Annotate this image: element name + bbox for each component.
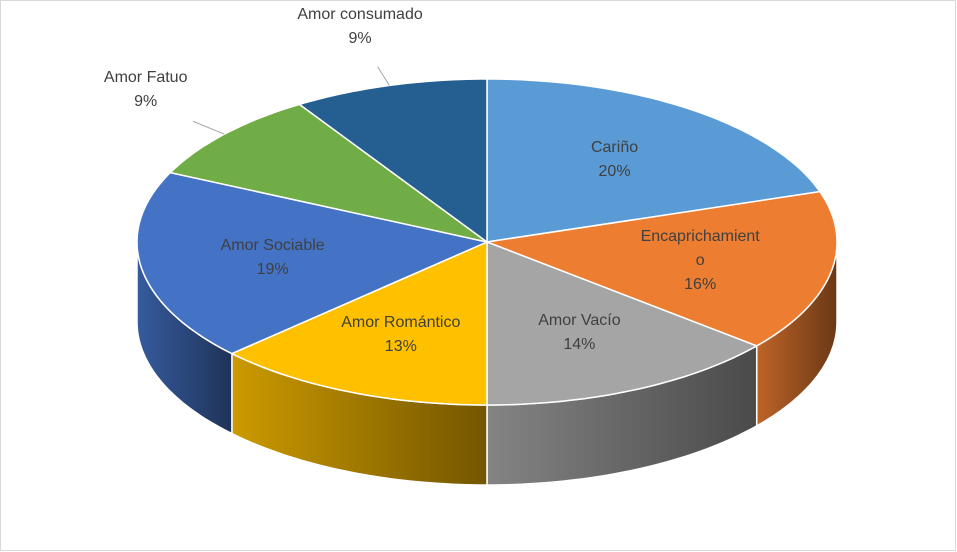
category-label: Encaprichamiento xyxy=(640,227,760,269)
percent-label: 14% xyxy=(563,336,596,354)
pie-slice xyxy=(484,190,838,347)
percent-label: 13% xyxy=(384,337,417,355)
data-label: Cariño 20% xyxy=(591,136,638,184)
percent-label: 9% xyxy=(134,92,158,110)
pie-slice xyxy=(486,78,822,243)
category-label: Cariño xyxy=(590,139,639,157)
pie-slice xyxy=(230,240,488,406)
data-label: Amor Fatuo 9% xyxy=(104,66,188,114)
data-label: Amor consumado 9% xyxy=(297,3,422,51)
pie-slice xyxy=(486,240,759,406)
category-label: Amor Fatuo xyxy=(103,68,188,86)
percent-label: 9% xyxy=(348,29,372,47)
pie-slice xyxy=(136,171,490,355)
leader-line xyxy=(192,120,225,135)
percent-label: 20% xyxy=(598,163,631,181)
category-label: Amor Romántico xyxy=(341,313,461,331)
data-label: Amor Sociable 19% xyxy=(221,234,325,282)
percent-label: 19% xyxy=(256,260,289,278)
percent-label: 16% xyxy=(684,275,717,293)
leader-line xyxy=(377,66,390,86)
category-label: Amor consumado xyxy=(297,5,423,23)
category-label: Amor Sociable xyxy=(220,236,325,254)
data-label: Amor Vacío 14% xyxy=(538,309,620,357)
data-label: Encaprichamiento 16% xyxy=(636,225,764,297)
data-label: Amor Romántico 13% xyxy=(341,311,460,359)
category-label: Amor Vacío xyxy=(538,312,621,330)
